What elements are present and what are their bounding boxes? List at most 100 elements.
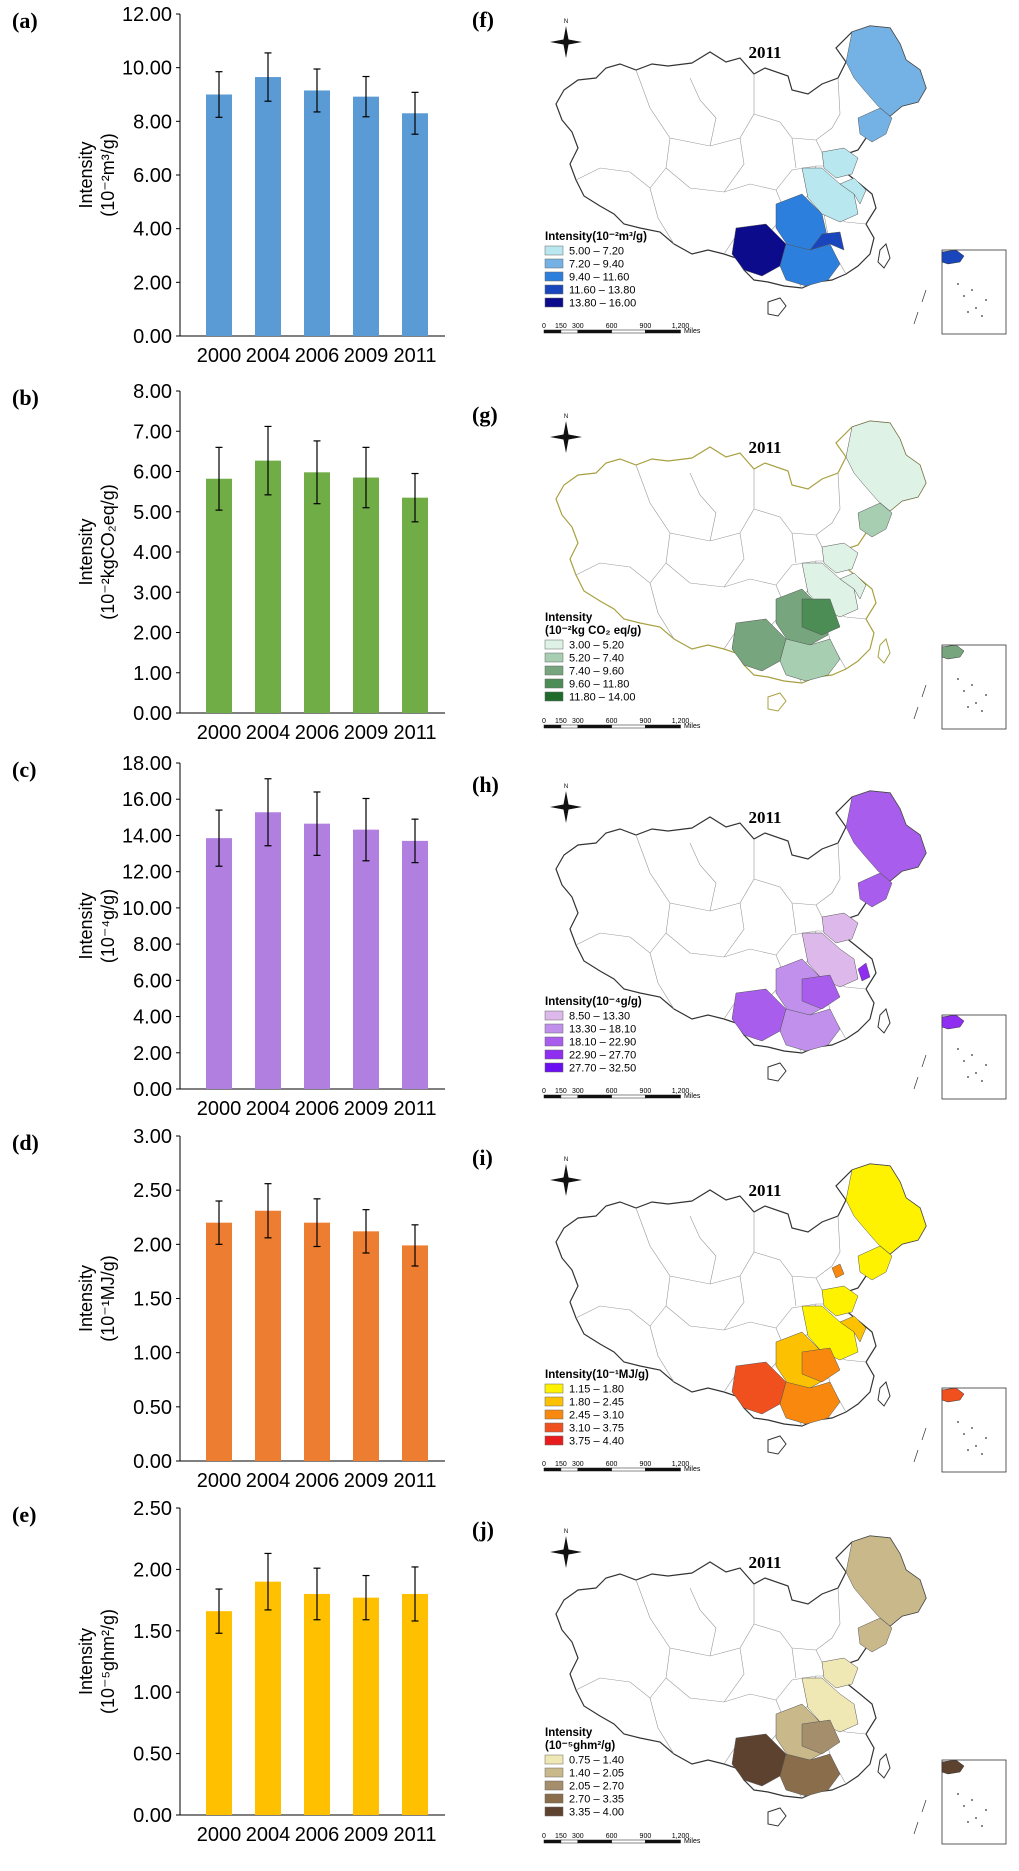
bar-2004	[255, 77, 281, 336]
province-region	[857, 502, 893, 538]
province-region	[731, 988, 787, 1042]
scale-label: 0	[542, 1461, 546, 1468]
province-border	[791, 137, 797, 169]
bar-chart-d: (d) 0.00 0.50 1.00 1.50 2.00 2.50 3.00 Intensity…	[12, 1126, 445, 1492]
island-outline	[877, 1008, 891, 1034]
map-legend: Intensity(10⁻⁵ghm²/g) 0.75 – 1.401.40 – 2…	[544, 1727, 624, 1819]
scale-label: 600	[606, 1088, 618, 1095]
y-tick-label: 1.00	[133, 1682, 172, 1704]
legend-swatch	[544, 1396, 564, 1407]
x-tick-label: 2004	[246, 1824, 291, 1846]
province-border	[665, 1647, 777, 1703]
bar-chart-a: (a) 0.00 2.00 4.00 6.00 8.00 10.00 12.00 Intensi…	[12, 4, 445, 367]
legend-swatch	[544, 271, 564, 282]
x-tick-label: 2009	[344, 1470, 389, 1492]
province-border	[689, 1215, 717, 1285]
legend-swatch	[544, 1754, 564, 1765]
province-region	[845, 420, 927, 512]
y-axis-label: Intensity (10⁻⁵ghm²/g)	[76, 1609, 118, 1714]
legend-swatch	[544, 1036, 564, 1047]
y-tick-label: 16.00	[122, 789, 172, 811]
bar-2004	[255, 460, 281, 713]
x-tick-label: 2000	[197, 1824, 242, 1846]
legend-swatch	[544, 1062, 564, 1073]
legend-swatch	[544, 1010, 564, 1021]
y-tick-label: 2.00	[133, 1234, 172, 1256]
legend-swatch	[544, 245, 564, 256]
legend-swatch	[544, 665, 564, 676]
bar-2009	[353, 829, 379, 1089]
province-border	[791, 532, 797, 564]
y-tick-label: 3.00	[133, 582, 172, 604]
island-outline	[877, 638, 891, 664]
legend-swatch	[544, 297, 564, 308]
province-region	[801, 562, 859, 618]
scale-unit: Miles	[684, 1093, 701, 1100]
scale-label: 150	[555, 1088, 567, 1095]
legend-swatch	[544, 1806, 564, 1817]
y-tick-label: 2.00	[133, 272, 172, 294]
legend-label: 13.30 – 18.10	[569, 1024, 636, 1036]
legend-label: 3.10 – 3.75	[569, 1423, 624, 1435]
province-border	[689, 77, 717, 147]
svg-text:N: N	[564, 19, 568, 25]
bar-2004	[255, 1210, 281, 1461]
x-tick-label: 2004	[246, 1470, 291, 1492]
province-border	[575, 932, 667, 954]
map-panel-g: (g) 2011 N Intensity(10⁻²kg CO₂ eq/g) 3.00 –…	[472, 402, 1007, 730]
y-tick-label: 6.00	[133, 462, 172, 484]
scale-label: 600	[606, 1833, 618, 1840]
y-tick-label: 2.00	[133, 1043, 172, 1065]
x-tick-label: 2011	[393, 1098, 436, 1120]
inset-map	[913, 1759, 1007, 1845]
bar-2006	[304, 1593, 330, 1815]
scale-label: 600	[606, 323, 618, 330]
x-tick-label: 2006	[295, 1470, 340, 1492]
legend-label: 3.00 – 5.20	[569, 640, 624, 652]
province-region	[779, 1008, 841, 1052]
bar-2009	[353, 96, 379, 336]
x-tick-label: 2000	[197, 722, 242, 744]
svg-text:N: N	[564, 784, 568, 790]
svg-text:N: N	[564, 1157, 568, 1163]
bar-2011	[402, 1593, 428, 1815]
y-tick-label: 0.00	[133, 1805, 172, 1827]
y-tick-label: 2.50	[133, 1498, 172, 1520]
bar-chart-b: (b) 0.00 1.00 2.00 3.00 4.00 5.00 6.00 7.00 8.00 I…	[12, 381, 445, 744]
y-axis-label: Intensity (10⁻²kgCO₂eq/g)	[76, 484, 118, 620]
map-title: 2011	[748, 808, 781, 827]
province-border	[665, 532, 777, 588]
province-region	[821, 912, 859, 944]
province-region	[845, 790, 927, 882]
north-arrow-icon: N	[550, 784, 582, 823]
province-border	[575, 562, 667, 584]
bar-2011	[402, 1245, 428, 1461]
bar-2006	[304, 823, 330, 1089]
legend-label: 11.80 – 14.00	[569, 692, 635, 704]
legend-label: 9.40 – 11.60	[569, 272, 629, 284]
province-region	[857, 962, 871, 982]
province-border	[649, 187, 675, 245]
y-tick-label: 18.00	[122, 753, 172, 775]
province-region	[801, 1677, 859, 1733]
y-tick-label: 0.50	[133, 1744, 172, 1766]
scale-label: 1,200	[672, 323, 690, 330]
y-tick-label: 8.00	[133, 934, 172, 956]
x-tick-label: 2009	[344, 1098, 389, 1120]
scale-label: 900	[640, 1461, 652, 1468]
scale-label: 0	[542, 1833, 546, 1840]
province-region	[839, 572, 867, 600]
y-tick-label: 6.00	[133, 970, 172, 992]
legend-label: 1.15 – 1.80	[569, 1384, 624, 1396]
north-arrow-icon: N	[550, 414, 582, 453]
y-tick-label: 4.00	[133, 219, 172, 241]
province-border	[689, 1587, 717, 1657]
island-outline	[767, 1435, 787, 1455]
y-tick-label: 2.00	[133, 623, 172, 645]
legend-label: 3.75 – 4.40	[569, 1436, 624, 1448]
province-region	[821, 1285, 859, 1317]
province-region	[839, 177, 867, 205]
panel-label: (j)	[472, 1517, 494, 1542]
